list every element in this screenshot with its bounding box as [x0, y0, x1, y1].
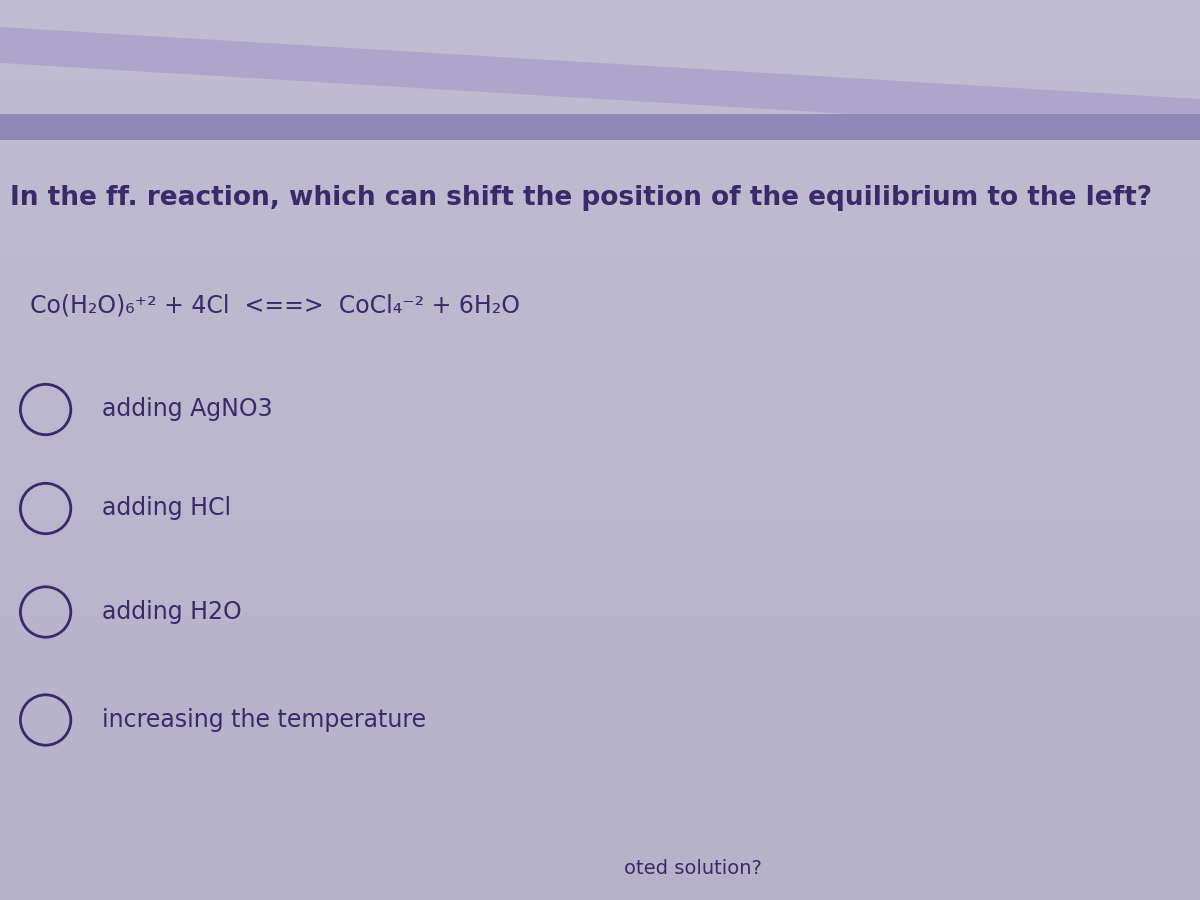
Text: oted solution?: oted solution? [624, 859, 762, 877]
Text: In the ff. reaction, which can shift the position of the equilibrium to the left: In the ff. reaction, which can shift the… [10, 185, 1152, 211]
Bar [0, 114, 1200, 140]
Text: increasing the temperature: increasing the temperature [102, 708, 426, 732]
Text: adding HCl: adding HCl [102, 497, 232, 520]
Text: Co(H₂O)₆⁺² + 4Cl  <==>  CoCl₄⁻² + 6H₂O: Co(H₂O)₆⁺² + 4Cl <==> CoCl₄⁻² + 6H₂O [30, 294, 520, 318]
Text: adding AgNO3: adding AgNO3 [102, 398, 272, 421]
Polygon shape [0, 27, 1200, 135]
Text: adding H2O: adding H2O [102, 600, 241, 624]
